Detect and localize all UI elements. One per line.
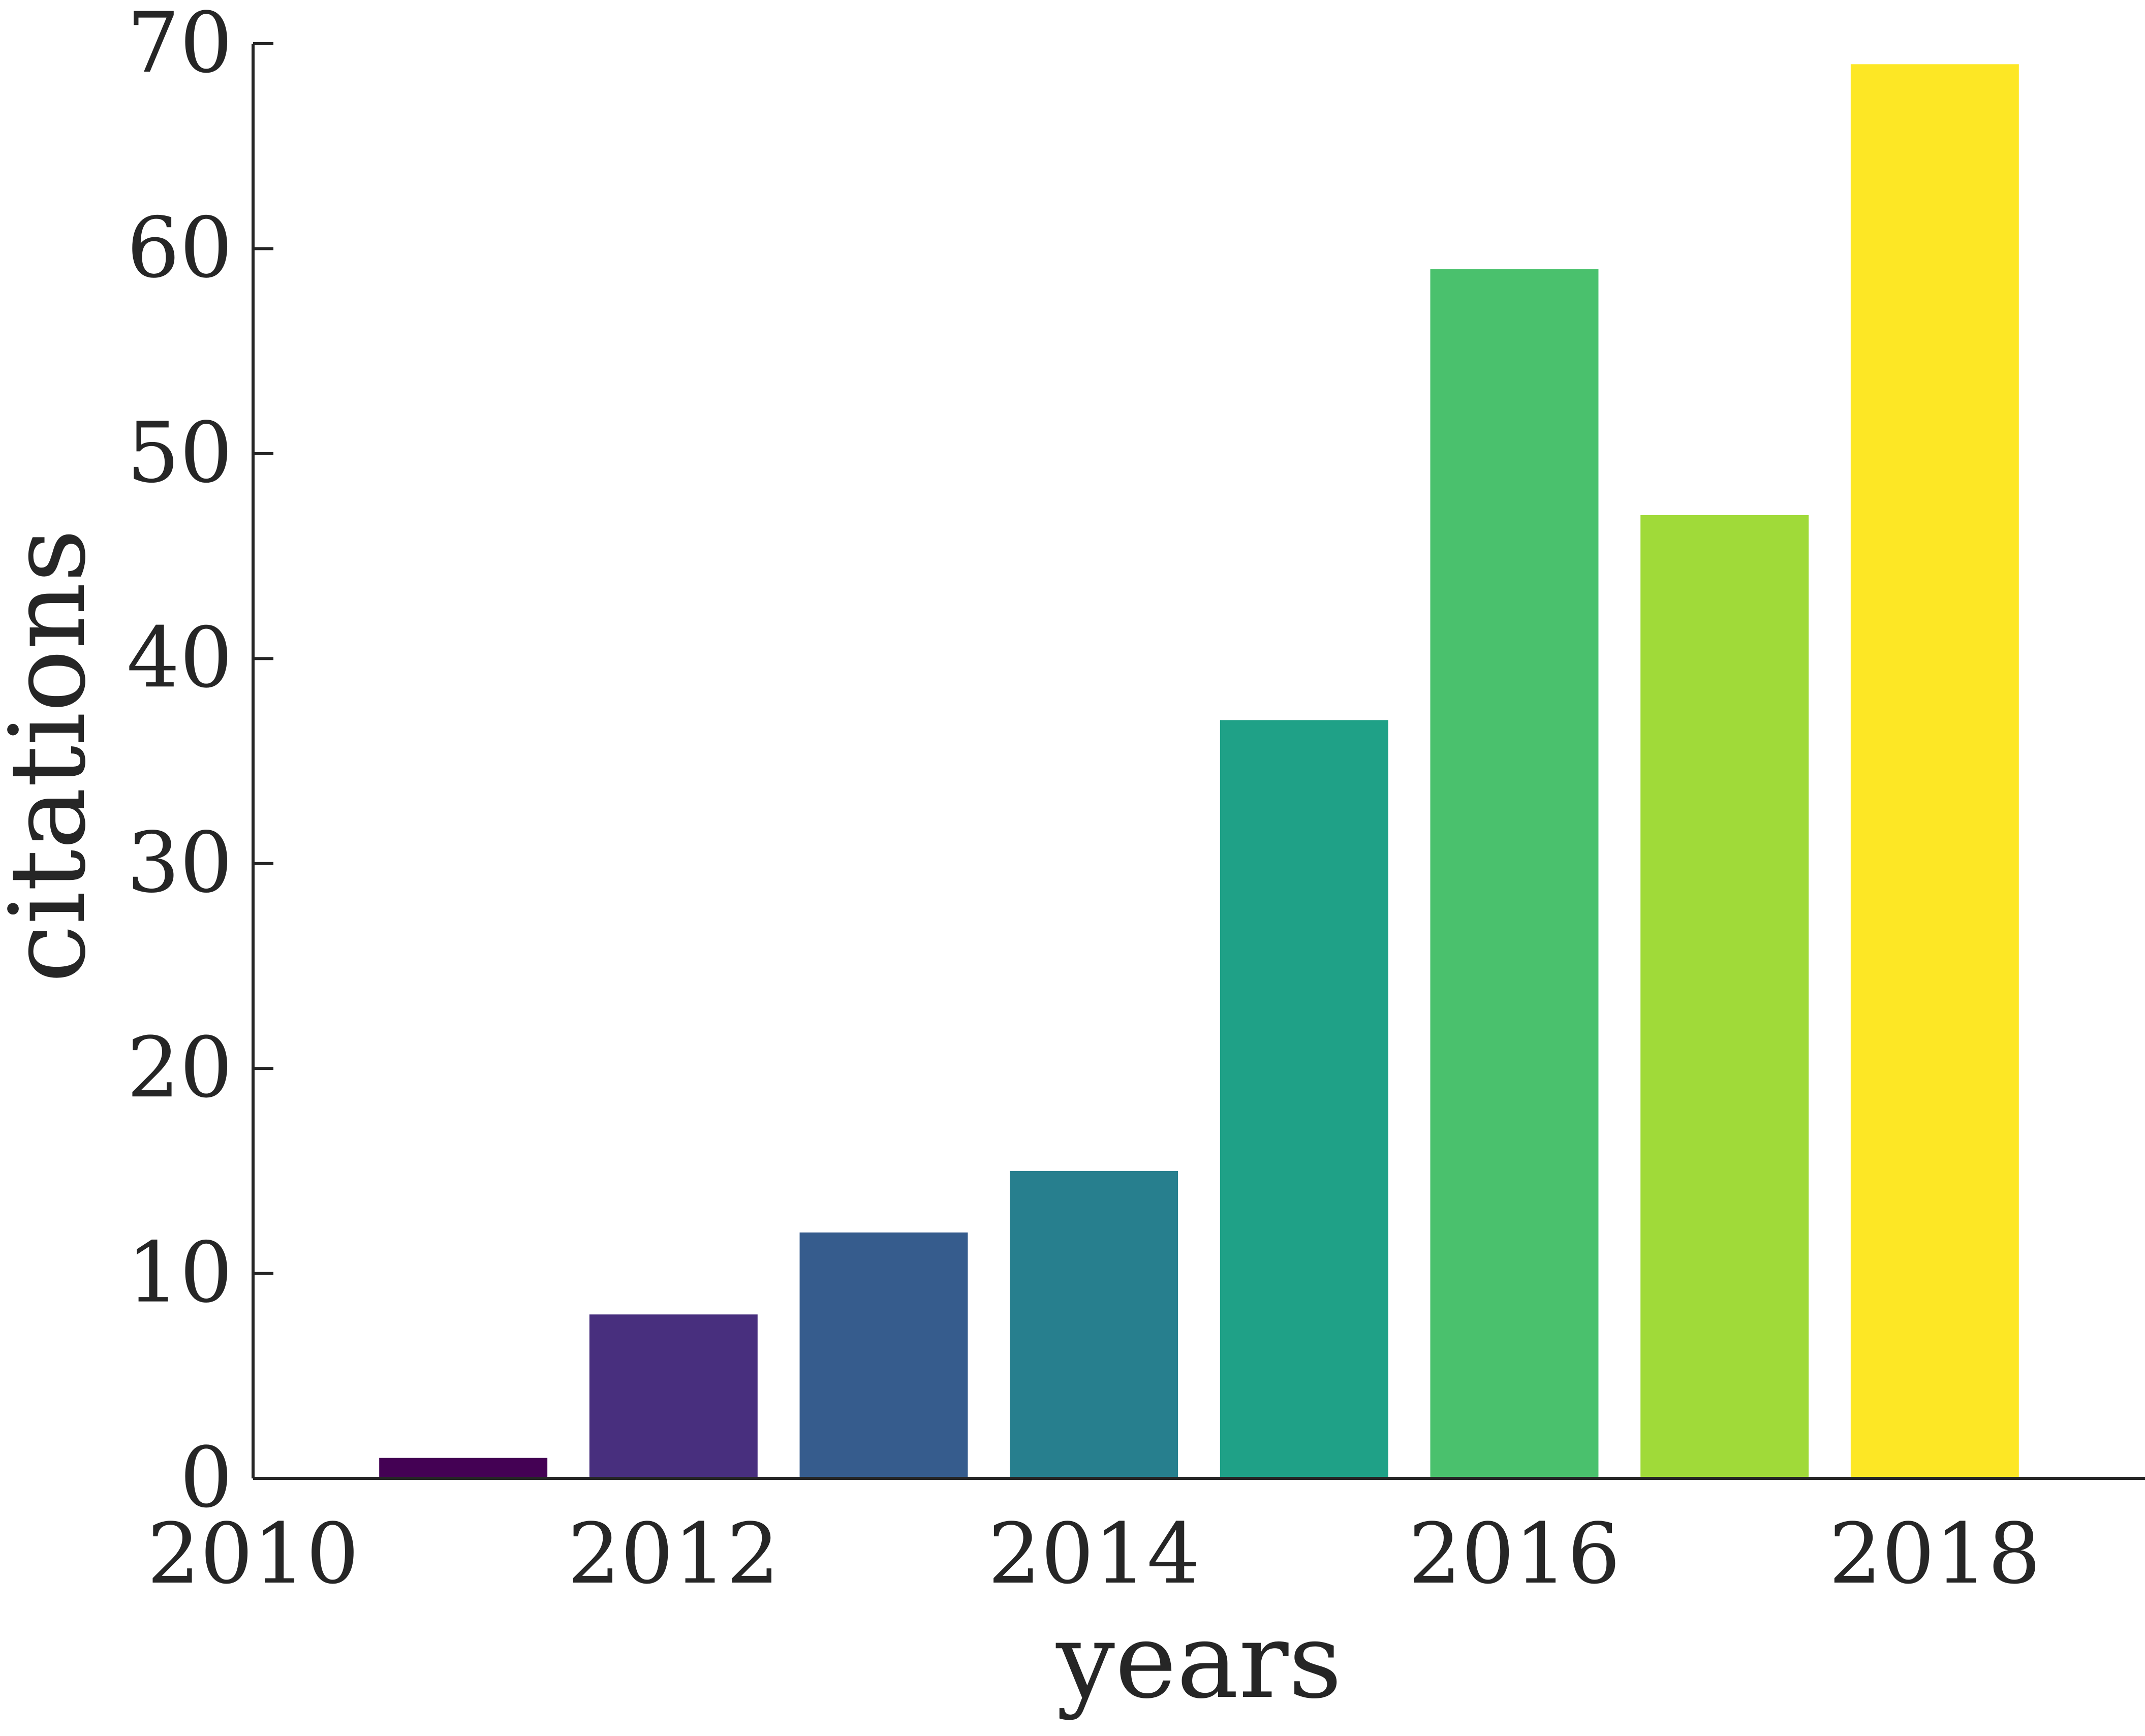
x-tick-label-2018: 2018	[1829, 1505, 2041, 1602]
x-axis-ticks: 2010 2012 2014 2016 2018	[147, 1505, 2041, 1602]
bar-2013	[799, 1232, 968, 1478]
y-axis-ticks: 0 10 20 30 40 50 60 70	[127, 0, 273, 1526]
y-tick-label-30: 30	[127, 814, 233, 911]
y-tick-label-50: 50	[127, 404, 233, 501]
x-tick-label-2010: 2010	[147, 1505, 359, 1602]
x-tick-label-2012: 2012	[568, 1505, 780, 1602]
bar-2015	[1220, 720, 1388, 1478]
y-axis-title: citations	[0, 529, 109, 983]
y-tick-label-20: 20	[127, 1019, 233, 1116]
bar-2017	[1640, 515, 1809, 1478]
y-tick-label-0: 0	[180, 1429, 233, 1526]
y-tick-label-40: 40	[127, 609, 233, 706]
x-axis-title: years	[1055, 1601, 1342, 1722]
y-tick-label-70: 70	[127, 0, 233, 91]
bar-2012	[589, 1314, 758, 1478]
x-tick-label-2014: 2014	[988, 1505, 1200, 1602]
bar-2018	[1850, 64, 2019, 1479]
bar-2011	[379, 1458, 548, 1478]
bar-2014	[1010, 1171, 1178, 1478]
bars-group	[379, 64, 2019, 1479]
bar-2016	[1430, 269, 1599, 1478]
y-tick-label-60: 60	[127, 199, 233, 296]
x-tick-label-2016: 2016	[1408, 1505, 1620, 1602]
y-tick-label-10: 10	[127, 1224, 233, 1321]
